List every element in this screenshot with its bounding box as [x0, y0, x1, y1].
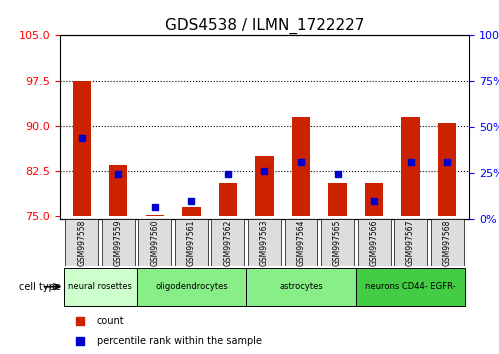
- Bar: [248, 219, 281, 266]
- Text: percentile rank within the sample: percentile rank within the sample: [97, 336, 261, 346]
- Text: neurons CD44- EGFR-: neurons CD44- EGFR-: [365, 282, 456, 291]
- Bar: [73, 81, 91, 216]
- Text: GSM997565: GSM997565: [333, 219, 342, 266]
- Bar: [328, 183, 347, 216]
- Bar: [284, 219, 317, 266]
- Bar: [292, 117, 310, 216]
- Bar: [358, 219, 391, 266]
- Bar: [431, 219, 464, 266]
- Bar: [109, 165, 127, 216]
- Bar: [255, 156, 273, 216]
- Bar: [219, 183, 237, 216]
- Text: GSM997562: GSM997562: [224, 219, 233, 266]
- Bar: [321, 219, 354, 266]
- Text: GSM997561: GSM997561: [187, 219, 196, 266]
- Text: GSM997558: GSM997558: [77, 219, 86, 266]
- Bar: [394, 219, 427, 266]
- Bar: [138, 219, 171, 266]
- Text: astrocytes: astrocytes: [279, 282, 323, 291]
- Text: cell type: cell type: [19, 282, 60, 292]
- Text: oligodendrocytes: oligodendrocytes: [155, 282, 228, 291]
- Bar: [365, 183, 383, 216]
- Bar: [212, 219, 245, 266]
- Bar: [63, 268, 137, 306]
- Bar: [356, 268, 466, 306]
- Text: GSM997559: GSM997559: [114, 219, 123, 266]
- Text: GSM997563: GSM997563: [260, 219, 269, 266]
- Bar: [182, 207, 201, 216]
- Bar: [402, 117, 420, 216]
- Bar: [146, 215, 164, 216]
- Bar: [137, 268, 246, 306]
- Bar: [246, 268, 356, 306]
- Text: GSM997564: GSM997564: [296, 219, 305, 266]
- Text: GSM997568: GSM997568: [443, 219, 452, 266]
- Bar: [175, 219, 208, 266]
- Text: GSM997566: GSM997566: [370, 219, 379, 266]
- Title: GDS4538 / ILMN_1722227: GDS4538 / ILMN_1722227: [165, 18, 364, 34]
- Text: neural rosettes: neural rosettes: [68, 282, 132, 291]
- Text: GSM997567: GSM997567: [406, 219, 415, 266]
- Bar: [65, 219, 98, 266]
- Bar: [438, 123, 456, 216]
- Text: GSM997560: GSM997560: [150, 219, 159, 266]
- Bar: [102, 219, 135, 266]
- Text: count: count: [97, 316, 124, 326]
